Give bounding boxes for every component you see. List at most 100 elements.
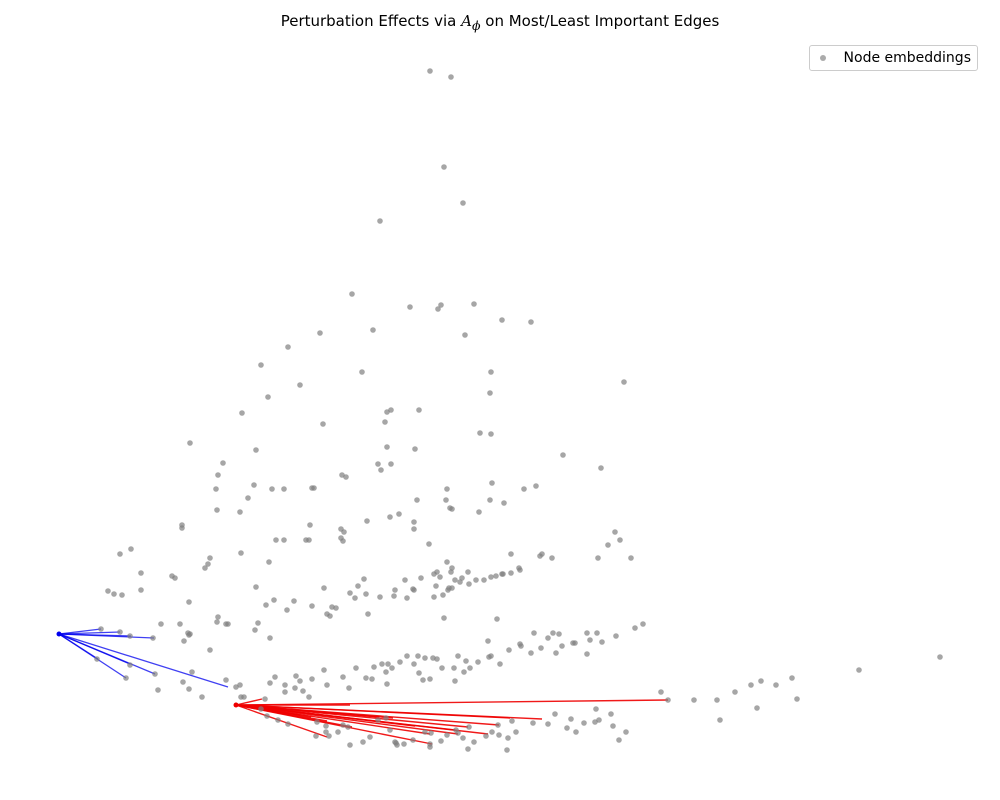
node-embedding-point (321, 585, 327, 591)
node-embedding-point (452, 678, 458, 684)
chart-title: Perturbation Effects via Aϕ on Most/Leas… (0, 12, 1000, 33)
node-embedding-point (496, 732, 502, 738)
node-embedding-point (264, 713, 270, 719)
edges-layer (58, 628, 669, 745)
node-embedding-point (207, 647, 213, 653)
node-embedding-point (481, 577, 487, 583)
node-embedding-point (438, 738, 444, 744)
most-important-edge (235, 704, 416, 727)
legend-label-node-embeddings: Node embeddings (843, 50, 971, 66)
node-embedding-point (340, 722, 346, 728)
node-embedding-point (506, 647, 512, 653)
node-embedding-point (444, 559, 450, 565)
node-embedding-point (364, 518, 370, 524)
node-embedding-point (508, 570, 514, 576)
node-embedding-point (391, 593, 397, 599)
node-embedding-point (347, 742, 353, 748)
node-embedding-point (422, 729, 428, 735)
node-embedding-point (559, 643, 565, 649)
node-embedding-point (531, 630, 537, 636)
node-embedding-point (418, 575, 424, 581)
node-embedding-point (94, 656, 100, 662)
node-embedding-point (528, 319, 534, 325)
node-embedding-point (773, 682, 779, 688)
node-embedding-point (241, 694, 247, 700)
node-embedding-point (610, 723, 616, 729)
node-embedding-point (789, 675, 795, 681)
node-embedding-point (431, 571, 437, 577)
node-embedding-point (340, 674, 346, 680)
node-embedding-point (612, 529, 618, 535)
node-embedding-point (105, 588, 111, 594)
node-embedding-point (155, 687, 161, 693)
node-embedding-point (415, 653, 421, 659)
node-embedding-point (466, 581, 472, 587)
node-embedding-point (856, 667, 862, 673)
node-embedding-point (434, 656, 440, 662)
node-embedding-point (441, 164, 447, 170)
node-embedding-point (346, 685, 352, 691)
node-embedding-point (377, 218, 383, 224)
node-embedding-point (411, 519, 417, 525)
node-embedding-point (387, 514, 393, 520)
node-embedding-point (539, 551, 545, 557)
node-embedding-point (748, 682, 754, 688)
node-embedding-point (504, 747, 510, 753)
node-embedding-point (292, 685, 298, 691)
node-embedding-point (300, 688, 306, 694)
node-embedding-point (367, 734, 373, 740)
most-important-edge (235, 704, 312, 718)
node-embedding-point (202, 565, 208, 571)
node-embedding-point (349, 291, 355, 297)
node-embedding-point (447, 505, 453, 511)
node-embedding-point (360, 739, 366, 745)
node-embedding-point (329, 604, 335, 610)
node-embedding-point (471, 739, 477, 745)
node-embedding-point (426, 541, 432, 547)
node-embedding-point (237, 682, 243, 688)
node-embedding-point (127, 633, 133, 639)
node-embedding-point (581, 720, 587, 726)
node-embedding-point (427, 744, 433, 750)
node-embedding-point (186, 599, 192, 605)
node-embedding-point (158, 621, 164, 627)
node-embedding-point (483, 733, 489, 739)
node-embedding-point (493, 573, 499, 579)
node-embedding-point (297, 678, 303, 684)
node-embedding-point (501, 500, 507, 506)
node-embedding-point (387, 727, 393, 733)
node-embedding-point (220, 460, 226, 466)
node-embedding-point (251, 482, 257, 488)
node-embedding-point (323, 729, 329, 735)
node-embedding-point (404, 653, 410, 659)
node-embedding-point (258, 706, 264, 712)
node-embedding-point (545, 635, 551, 641)
node-embedding-point (378, 467, 384, 473)
node-embedding-point (388, 407, 394, 413)
node-embedding-point (375, 717, 381, 723)
node-embedding-point (317, 330, 323, 336)
title-symbol-subscript: ϕ (471, 18, 481, 33)
node-embedding-point (355, 583, 361, 589)
node-embedding-point (266, 559, 272, 565)
node-embedding-point (345, 724, 351, 730)
node-embedding-point (363, 591, 369, 597)
node-embedding-point (307, 522, 313, 528)
legend: Node embeddings (808, 45, 978, 71)
least-important-edge (58, 633, 131, 665)
node-embedding-point (207, 555, 213, 561)
node-embedding-point (324, 682, 330, 688)
node-embedding-point (628, 555, 634, 561)
node-embedding-point (476, 509, 482, 515)
node-embedding-point (128, 546, 134, 552)
node-embedding-point (489, 480, 495, 486)
node-embedding-point (508, 551, 514, 557)
node-embedding-point (393, 740, 399, 746)
node-embedding-point (255, 620, 261, 626)
node-embedding-point (271, 597, 277, 603)
node-embedding-point (453, 727, 459, 733)
node-embedding-point (181, 638, 187, 644)
node-embedding-point (98, 626, 104, 632)
node-embedding-point (640, 621, 646, 627)
